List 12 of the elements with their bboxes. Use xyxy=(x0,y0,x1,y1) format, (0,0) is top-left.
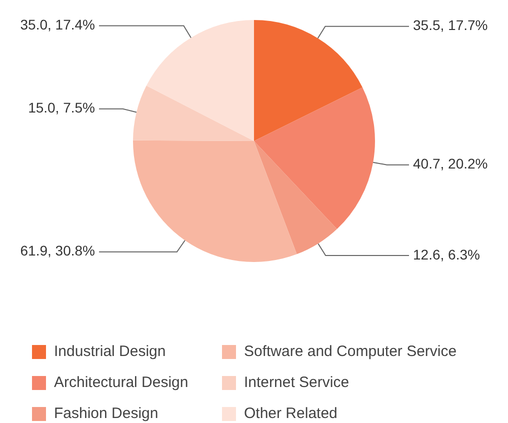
legend-label: Fashion Design xyxy=(54,405,158,422)
legend-label: Other Related xyxy=(244,405,338,422)
legend-label: Software and Computer Service xyxy=(244,343,457,360)
data-label: 12.6, 6.3% xyxy=(413,246,480,262)
data-label: 35.5, 17.7% xyxy=(413,17,488,34)
legend-label: Architectural Design xyxy=(54,374,188,391)
legend-label: Industrial Design xyxy=(54,343,166,360)
legend-label: Internet Service xyxy=(244,374,350,391)
data-label: 40.7, 20.2% xyxy=(413,156,488,172)
data-label: 15.0, 7.5% xyxy=(28,100,95,116)
data-label: 61.9, 30.8% xyxy=(20,242,95,259)
data-label: 35.0, 17.4% xyxy=(20,16,95,33)
